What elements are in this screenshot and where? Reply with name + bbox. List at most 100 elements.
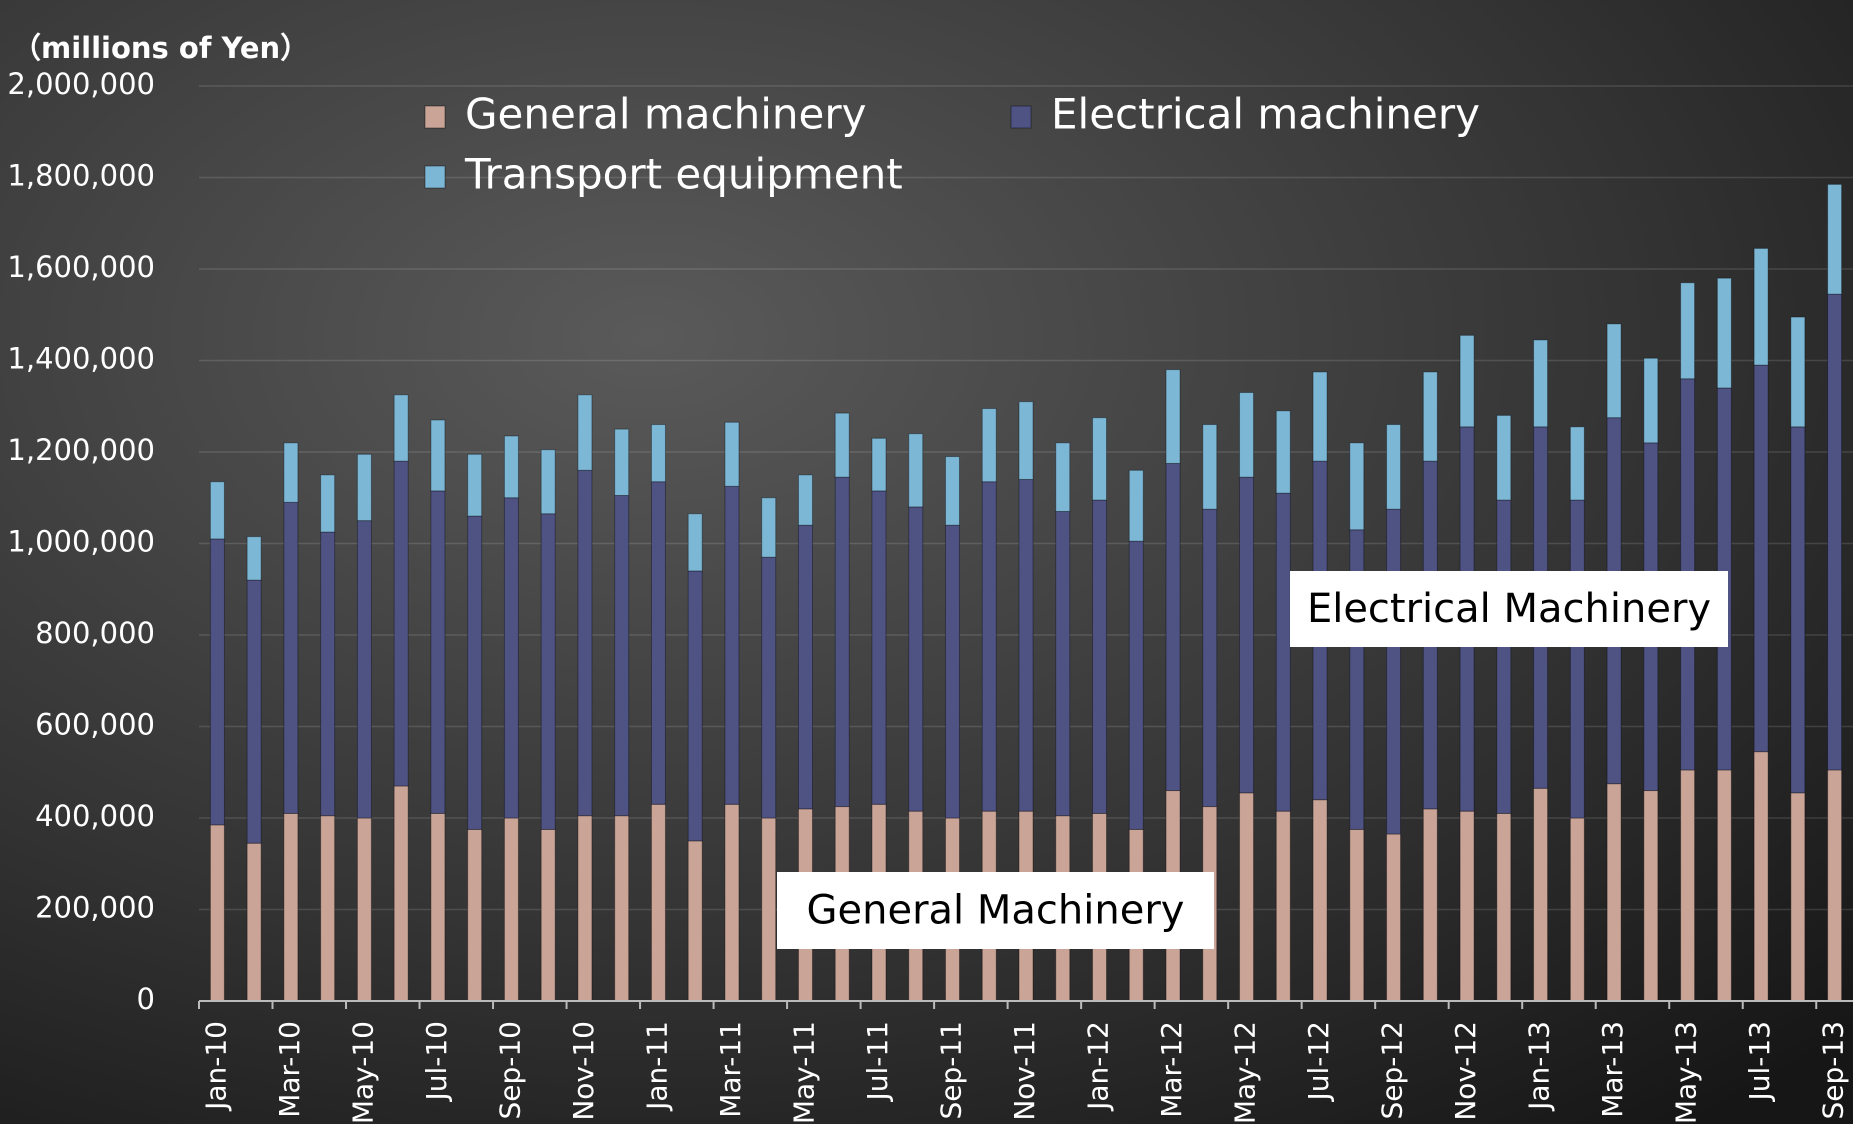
x-tick-label: Mar-10 xyxy=(273,1021,306,1118)
x-tick-label: Jan-12 xyxy=(1082,1021,1115,1112)
bar-segment xyxy=(1275,410,1291,494)
bar-segment xyxy=(430,419,446,492)
bar-segment xyxy=(209,824,225,1002)
y-tick-label: 200,000 xyxy=(35,891,155,925)
bar-segment xyxy=(1128,469,1144,542)
bar-segment xyxy=(393,460,409,787)
bar-segment xyxy=(393,785,409,1002)
bar-segment xyxy=(1386,833,1402,1002)
bar-segment xyxy=(1606,783,1622,1002)
y-axis-unit: （millions of Yen） xyxy=(12,31,309,65)
legend: General machinery Electrical machinery Tra… xyxy=(424,90,1480,199)
x-tick-label: Jan-10 xyxy=(199,1021,232,1112)
x-tick-label: May-11 xyxy=(787,1021,820,1124)
bar-segment xyxy=(356,453,372,522)
bar-segment xyxy=(1680,282,1696,380)
x-tick-label: Sep-12 xyxy=(1376,1021,1409,1120)
bar-segment xyxy=(944,456,960,526)
bar-segment xyxy=(871,490,887,805)
legend-swatch xyxy=(424,105,446,129)
legend-label: Transport equipment xyxy=(464,150,903,199)
bar-segment xyxy=(393,394,409,462)
bar-segment xyxy=(467,515,483,830)
bar-segment xyxy=(1569,426,1585,501)
bar-segment xyxy=(1753,247,1769,366)
axis: 0 200,000 400,000 600,000 800,000 1,000,000 1,… xyxy=(7,67,1853,1124)
y-tick-label: 600,000 xyxy=(35,708,155,742)
bar-segment xyxy=(1459,334,1475,428)
bar-segment xyxy=(320,815,336,1002)
x-tick-label: Jul-11 xyxy=(861,1021,894,1103)
bar-segment xyxy=(246,579,262,844)
bar-segment xyxy=(1349,442,1365,531)
bar-segment xyxy=(1459,810,1475,1002)
bar-segment xyxy=(1165,369,1181,464)
bar-segment xyxy=(540,828,556,1002)
legend-swatch xyxy=(1010,105,1032,129)
bar-segment xyxy=(944,524,960,819)
bar-segment xyxy=(687,570,703,842)
bar-segment xyxy=(467,828,483,1002)
bar-segment xyxy=(1496,499,1512,814)
bar-segment xyxy=(797,524,813,810)
bar-segment xyxy=(1055,510,1071,817)
y-tick-label: 400,000 xyxy=(35,799,155,833)
bar-segment xyxy=(356,520,372,819)
x-tick-label: Jul-12 xyxy=(1302,1021,1335,1103)
bar-segment xyxy=(1349,828,1365,1002)
bar-segment xyxy=(1386,508,1402,835)
bar-segment xyxy=(1128,540,1144,830)
y-tick-label: 1,600,000 xyxy=(7,250,155,284)
bar-segment xyxy=(650,481,666,805)
bar-segment xyxy=(1533,787,1549,1002)
bar-segment xyxy=(246,842,262,1002)
bar-segment xyxy=(540,513,556,830)
bar-segment xyxy=(1422,808,1438,1002)
annotation-box xyxy=(1290,571,1728,647)
bar-segment xyxy=(650,424,666,483)
x-tick-label: Jan-13 xyxy=(1523,1021,1556,1112)
bar-segment xyxy=(981,408,997,483)
bar-segment xyxy=(724,421,740,487)
x-tick-label: Jul-10 xyxy=(420,1021,453,1103)
bar-segment xyxy=(503,435,519,499)
bar-segment xyxy=(908,433,924,508)
bar-segment xyxy=(1827,769,1843,1002)
x-tick-label: Jul-13 xyxy=(1743,1021,1776,1103)
bar-segment xyxy=(1827,183,1843,295)
x-tick-label: Mar-12 xyxy=(1155,1021,1188,1118)
y-tick-label: 1,400,000 xyxy=(7,342,155,376)
bar-segment xyxy=(761,497,777,558)
bar-segment xyxy=(650,803,666,1002)
bar-segment xyxy=(1827,293,1843,771)
bar-segment xyxy=(1680,769,1696,1002)
x-tick-label: Sep-13 xyxy=(1817,1021,1850,1120)
bar-segment xyxy=(687,513,703,572)
bar-segment xyxy=(834,476,850,808)
bar-segment xyxy=(503,497,519,819)
bar-segment xyxy=(577,815,593,1002)
x-tick-label: May-13 xyxy=(1670,1021,1703,1124)
bar-segment xyxy=(1753,364,1769,753)
bar-segment xyxy=(614,428,630,496)
bar-segment xyxy=(1643,357,1659,444)
bar-segment xyxy=(1386,424,1402,510)
bar-segment xyxy=(1790,316,1806,428)
y-tick-label: 2,000,000 xyxy=(7,67,155,101)
bar-segment xyxy=(1716,769,1732,1002)
x-tick-label: Mar-13 xyxy=(1596,1021,1629,1118)
x-tick-label: Sep-11 xyxy=(934,1021,967,1120)
bar-segment xyxy=(761,556,777,819)
bar-segment xyxy=(1606,323,1622,419)
bar-segment xyxy=(1716,277,1732,389)
bar-segment xyxy=(320,531,336,817)
x-tick-label: Nov-11 xyxy=(1008,1021,1041,1121)
y-tick-label: 1,800,000 xyxy=(7,159,155,193)
bar-segment xyxy=(1239,392,1255,478)
bar-segment xyxy=(1569,817,1585,1002)
legend-label: General machinery xyxy=(465,90,866,139)
annotation-label: Electrical Machinery xyxy=(1307,586,1711,632)
y-tick-label: 0 xyxy=(137,982,155,1016)
